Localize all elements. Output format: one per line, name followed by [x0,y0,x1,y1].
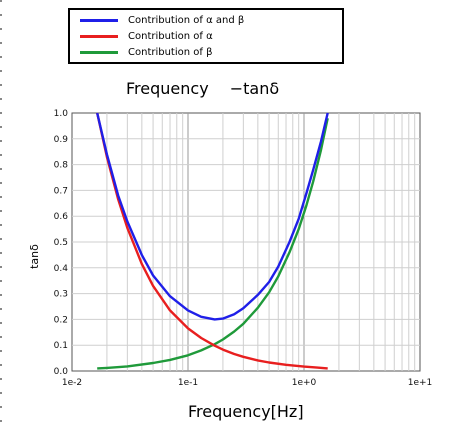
series-lines [96,112,329,370]
y-tick-label: 0.2 [54,315,68,325]
y-tick-label: 0.6 [54,212,69,222]
y-axis-label: tanδ [27,244,41,269]
legend-label-alpha: Contribution of α [128,31,213,42]
chart-title: Frequency −tanδ [126,79,280,98]
legend-item-alpha: Contribution of α [70,30,340,44]
y-tick-label: 0.4 [54,264,69,274]
legend-item-beta: Contribution of β [70,46,340,60]
left-edge-dashes [0,0,2,431]
legend: Contribution of α and β Contribution of … [68,8,344,64]
legend-swatch-alpha-beta [80,19,118,22]
tick-labels: 0.0 0.1 0.2 0.3 0.4 0.5 0.6 0.7 0.8 0.9 1.0 1e-2 1e-… [54,109,433,388]
x-tick-label: 1e-2 [62,378,82,388]
legend-label-beta: Contribution of β [128,47,213,58]
y-tick-label: 0.1 [54,341,68,351]
y-tick-label: 0.3 [54,290,68,300]
series-line-alpha-beta [96,112,329,321]
x-tick-label: 1e+0 [292,378,317,388]
legend-swatch-alpha [80,35,118,38]
legend-item-alpha-beta: Contribution of α and β [70,14,340,28]
x-axis-label: Frequency[Hz] [188,402,304,421]
y-tick-label: 0.9 [54,135,69,145]
x-tick-label: 1e-1 [178,378,198,388]
y-tick-label: 0.7 [54,186,68,196]
y-tick-label: 0.8 [54,161,69,171]
legend-swatch-beta [80,51,118,54]
y-tick-label: 1.0 [54,109,69,119]
legend-label-alpha-beta: Contribution of α and β [128,15,245,26]
series-line-alpha [96,112,328,370]
grid [72,113,420,371]
series-line-beta [97,117,329,370]
y-tick-label: 0.5 [54,238,68,248]
y-tick-label: 0.0 [54,367,69,377]
x-tick-label: 1e+1 [408,378,433,388]
